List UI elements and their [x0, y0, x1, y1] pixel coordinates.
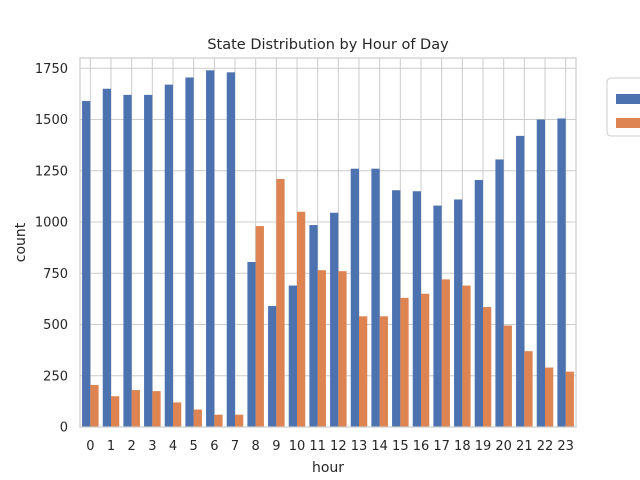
bar-series-1	[433, 205, 442, 427]
bar-series-2	[317, 270, 326, 427]
bar-series-1	[82, 101, 91, 428]
bar-series-1	[516, 135, 525, 427]
bar-series-2	[400, 297, 409, 427]
bar-series-2	[152, 391, 161, 427]
bar-series-2	[90, 384, 99, 427]
bar-series-1	[371, 168, 380, 427]
y-tick-label: 0	[60, 421, 68, 436]
bar-series-1	[350, 168, 359, 427]
bar-series-1	[412, 191, 421, 427]
x-tick-label: 2	[128, 439, 136, 454]
bar-series-1	[206, 70, 215, 428]
x-tick-labels: 0 1 2 3 4 5 6 7 8 9 10 11 12 13 14 15 16 17 18 19 20 21 22 23	[86, 439, 574, 454]
y-tick-label: 1750	[35, 62, 68, 77]
plot-border	[79, 57, 577, 428]
bar-series-2	[193, 409, 202, 427]
y-tick-labels: 0 250 500 750 1000 1250 1500 1750	[35, 62, 68, 436]
plot-frame	[79, 57, 577, 428]
bar-series-1	[557, 118, 566, 427]
x-tick-label: 21	[516, 439, 533, 454]
bar-series-2	[421, 293, 430, 427]
x-tick-label: 1	[107, 439, 115, 454]
bar-series-2	[338, 271, 347, 427]
legend	[606, 77, 640, 137]
bar-series-2	[379, 316, 388, 427]
x-tick-label: 18	[454, 439, 471, 454]
bar-series-1	[102, 88, 111, 427]
bar-series-1	[454, 199, 463, 427]
bar-series-2	[131, 390, 140, 427]
bar-series-1	[288, 285, 297, 427]
y-tick-label: 750	[43, 267, 68, 282]
x-tick-label: 3	[148, 439, 156, 454]
bar-series-2	[462, 285, 471, 427]
bar-series-1	[330, 212, 339, 427]
bar-series-2	[255, 226, 264, 427]
bar-series-1	[309, 225, 318, 427]
y-tick-label: 250	[43, 369, 68, 384]
x-tick-label: 19	[475, 439, 492, 454]
x-tick-label: 7	[231, 439, 239, 454]
chart-title: State Distribution by Hour of Day	[207, 37, 449, 53]
bar-series-2	[276, 178, 285, 427]
legend-swatch-series-2	[616, 118, 640, 128]
x-tick-label: 4	[169, 439, 177, 454]
y-tick-label: 500	[43, 318, 68, 333]
bar-series-1	[392, 190, 401, 427]
x-tick-label: 10	[289, 439, 306, 454]
bar-series-2	[173, 402, 182, 427]
bar-series-2	[297, 211, 306, 427]
legend-swatch-series-1	[616, 94, 640, 104]
bar-series-1	[226, 72, 235, 427]
bar-series-1	[268, 306, 277, 427]
x-tick-label: 11	[309, 439, 326, 454]
x-tick-label: 0	[86, 439, 94, 454]
bar-series-1	[474, 179, 483, 427]
x-tick-label: 20	[495, 439, 512, 454]
bars	[82, 70, 574, 428]
bar-series-1	[536, 119, 545, 427]
x-tick-label: 5	[190, 439, 198, 454]
x-tick-label: 8	[252, 439, 260, 454]
x-tick-label: 17	[433, 439, 450, 454]
bar-series-2	[441, 279, 450, 427]
bar-series-2	[359, 316, 368, 427]
bar-series-2	[524, 351, 533, 427]
x-tick-label: 9	[272, 439, 280, 454]
x-tick-label: 6	[210, 439, 218, 454]
bar-series-2	[483, 307, 492, 427]
bar-series-2	[111, 396, 120, 427]
bar-series-1	[123, 94, 132, 428]
bar-series-1	[185, 77, 194, 427]
y-tick-label: 1500	[35, 113, 68, 128]
bar-series-2	[235, 414, 244, 427]
y-tick-label: 1000	[35, 216, 68, 231]
x-tick-label: 13	[351, 439, 368, 454]
x-tick-label: 12	[330, 439, 347, 454]
y-tick-label: 1250	[35, 164, 68, 179]
bar-series-1	[495, 159, 504, 427]
bar-series-2	[545, 367, 554, 427]
bar-series-1	[164, 84, 173, 428]
x-tick-label: 23	[557, 439, 574, 454]
bar-series-2	[565, 371, 574, 427]
x-tick-label: 15	[392, 439, 409, 454]
x-axis-label: hour	[312, 460, 344, 476]
x-tick-label: 22	[537, 439, 554, 454]
x-tick-label: 16	[413, 439, 430, 454]
bar-series-1	[247, 261, 256, 427]
bar-series-2	[503, 325, 512, 427]
x-tick-label: 14	[371, 439, 388, 454]
bar-series-2	[214, 414, 223, 427]
y-axis-label: count	[13, 222, 29, 262]
bar-series-1	[144, 94, 153, 428]
